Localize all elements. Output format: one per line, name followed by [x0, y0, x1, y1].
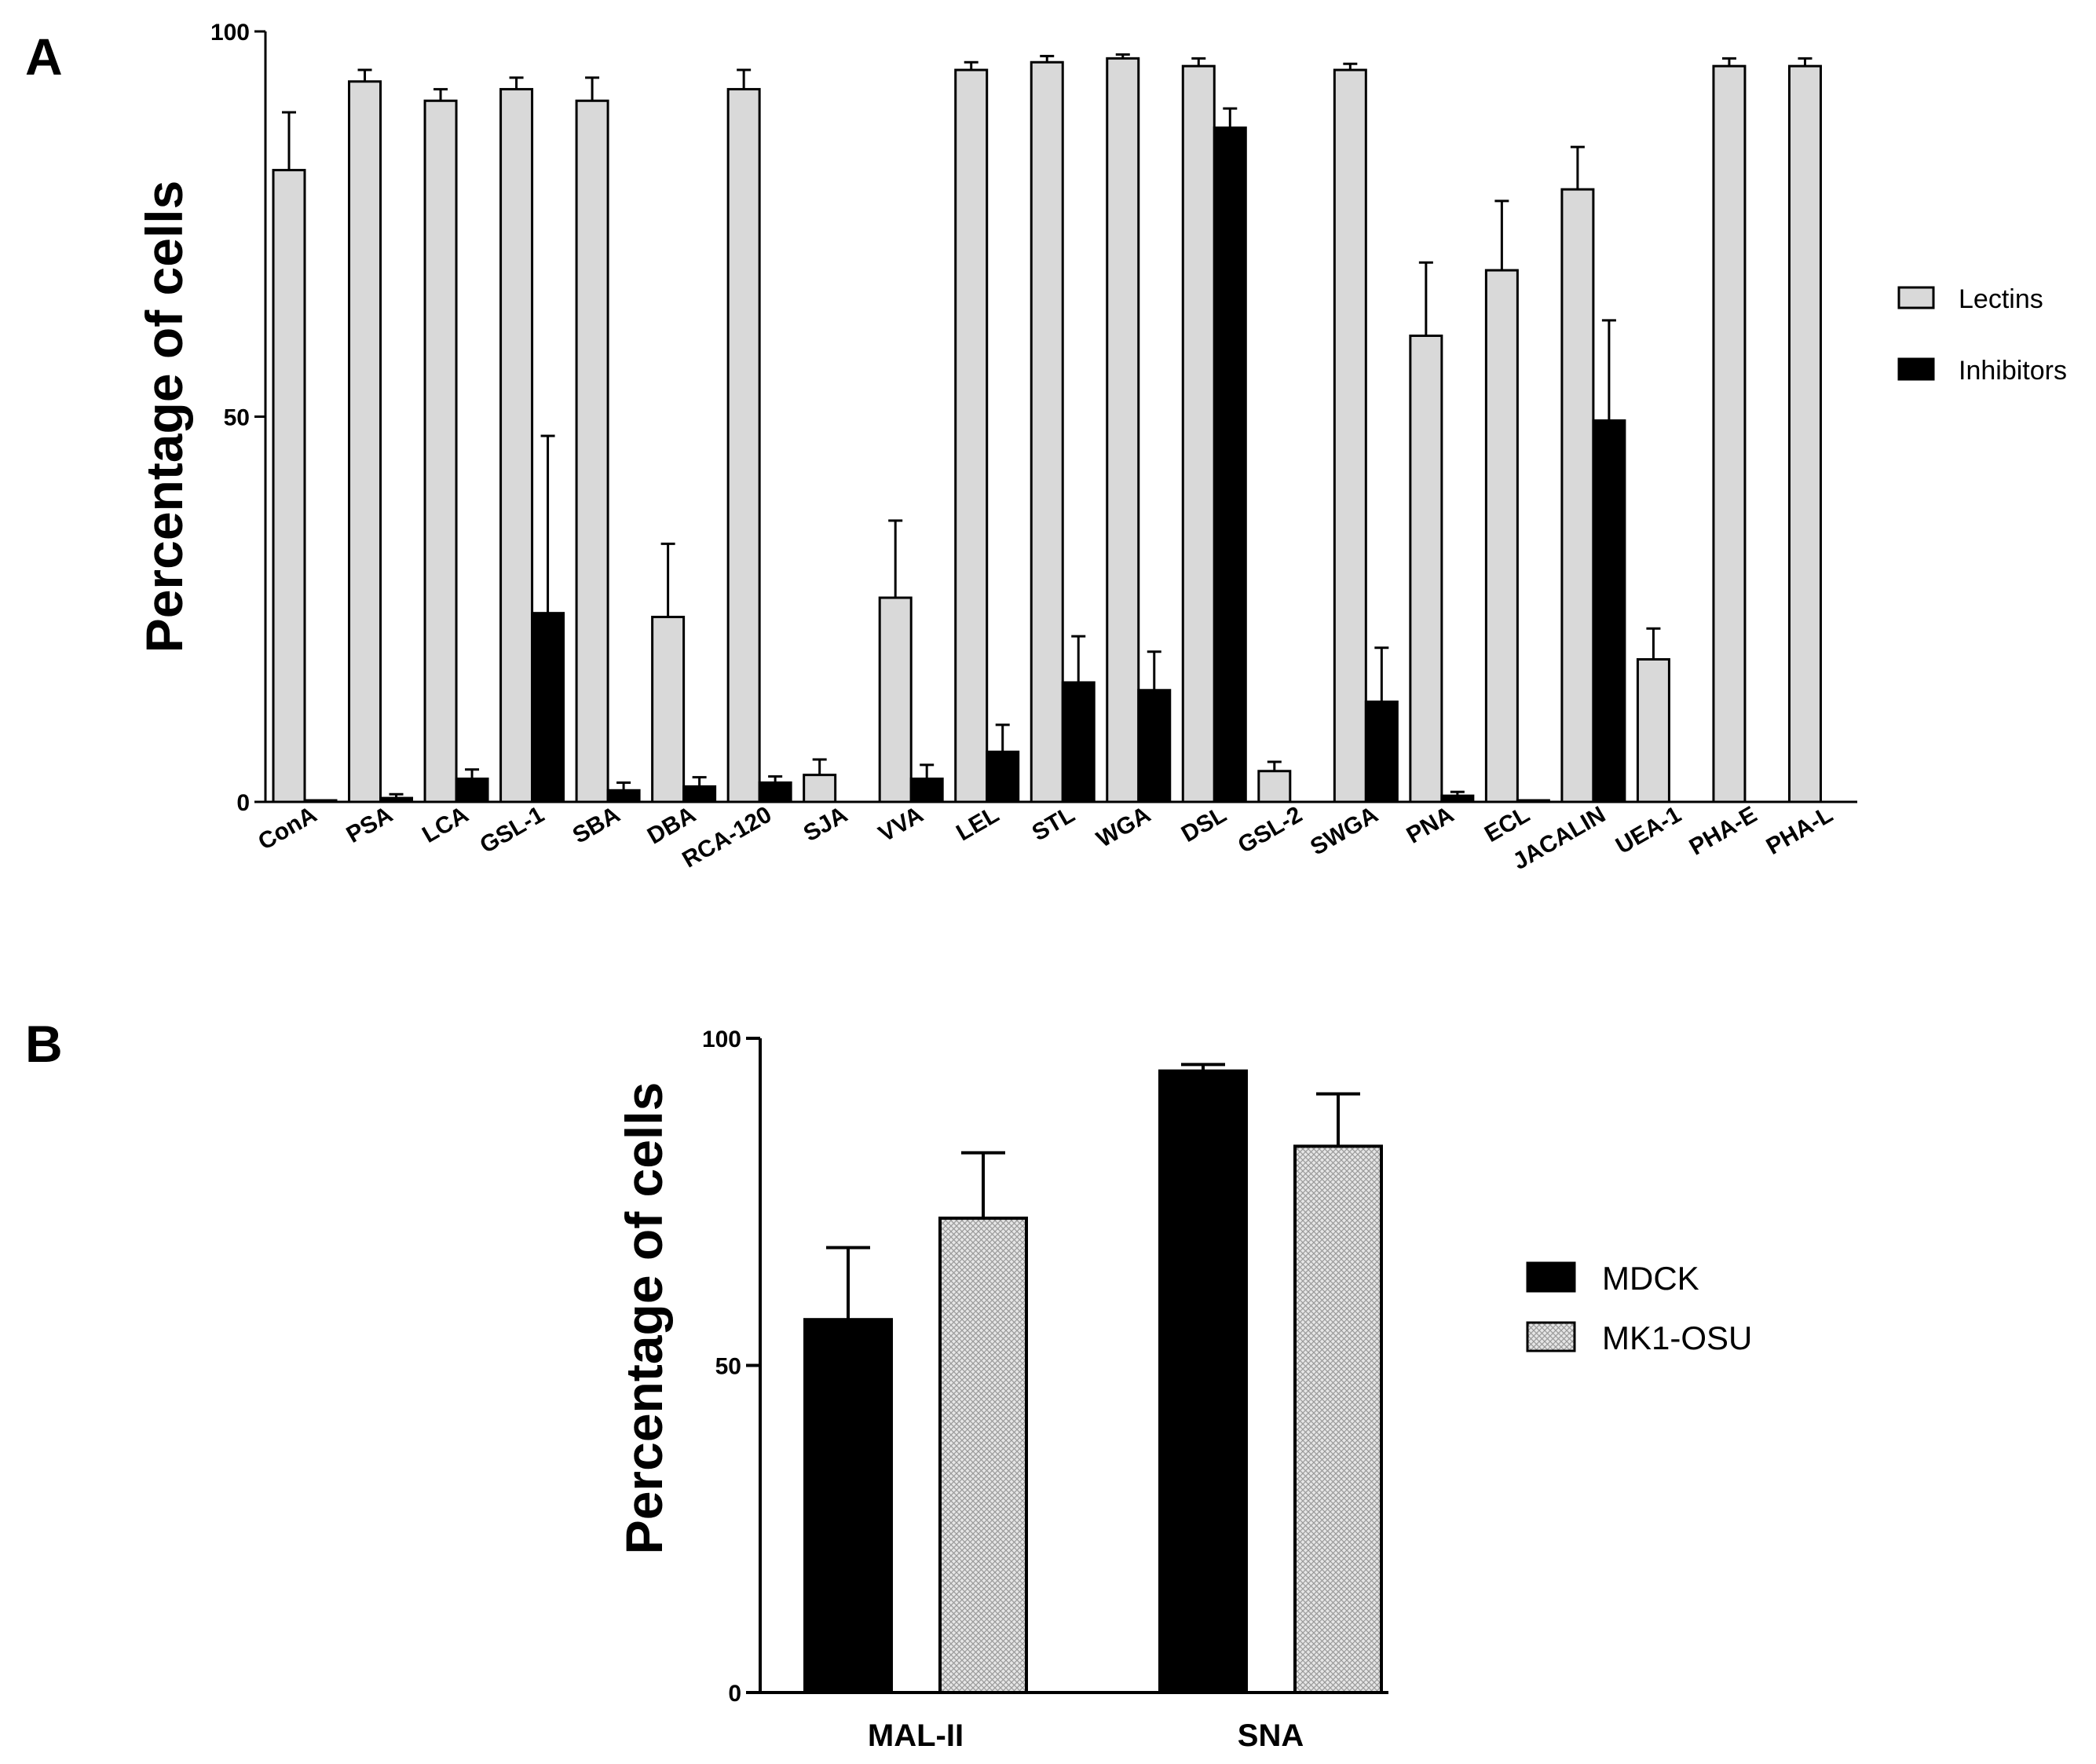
bar-lectins-sba	[575, 99, 609, 803]
bar-lectins-sja	[803, 774, 837, 803]
x-tick-label-gsl-2: GSL-2	[1234, 801, 1307, 858]
x-tick-label-ecl: ECL	[1480, 801, 1534, 847]
legend-swatch-inhibitors	[1897, 357, 1935, 381]
x-tick-label-wga: WGA	[1092, 801, 1155, 852]
bar-mk1-osu-sna	[1293, 1144, 1383, 1694]
bar-inhibitors-cona	[303, 799, 338, 803]
bar-lectins-lel	[954, 68, 989, 803]
y-tick-label-a: 100	[210, 20, 250, 46]
bar-inhibitors-stl	[1061, 681, 1096, 803]
x-tick-label-cona: ConA	[254, 801, 321, 855]
x-tick-label-psa: PSA	[342, 801, 397, 847]
y-tick-label-b: 0	[728, 1681, 741, 1707]
bar-lectins-pha-e	[1712, 64, 1747, 803]
bar-mdck-sna	[1158, 1069, 1248, 1694]
bar-lectins-pha-l	[1787, 64, 1822, 803]
bar-lectins-dba	[651, 616, 686, 803]
x-tick-label-stl: STL	[1028, 801, 1080, 846]
bar-mdck-mal-ii	[803, 1318, 893, 1694]
bar-inhibitors-dba	[682, 785, 717, 803]
bar-lectins-cona	[272, 169, 306, 803]
bar-inhibitors-lca	[455, 778, 489, 803]
chart-b: 0 50 100 Percentage of cells MAL-II SNA MDCK MK…	[615, 1027, 1752, 1753]
bar-inhibitors-gsl-1	[531, 612, 565, 803]
bar-inhibitors-swga	[1364, 700, 1399, 803]
x-tick-label-sja: SJA	[799, 801, 852, 847]
x-tick-label-pha-l: PHA-L	[1762, 801, 1838, 859]
bar-lectins-swga	[1333, 68, 1367, 803]
x-tick-label-vva: VVA	[874, 801, 927, 847]
y-axis-title-b: Percentage of cells	[615, 1082, 673, 1555]
bar-inhibitors-psa	[379, 796, 414, 803]
legend-label-lectins: Lectins	[1959, 284, 2043, 314]
bar-lectins-ecl	[1484, 269, 1519, 803]
x-tick-label-sba: SBA	[569, 801, 624, 848]
x-tick-label-uea-1: UEA-1	[1611, 801, 1685, 859]
x-tick-label-mal-ii: MAL-II	[868, 1718, 964, 1753]
y-tick-label-a: 0	[236, 790, 250, 816]
bar-lectins-vva	[878, 596, 913, 803]
x-tick-label-dsl: DSL	[1177, 801, 1231, 847]
bar-inhibitors-sba	[606, 789, 641, 803]
legend-swatch-mdck	[1526, 1261, 1576, 1293]
bar-lectins-uea-1	[1636, 658, 1670, 803]
legend-swatch-mk1-osu	[1526, 1321, 1576, 1352]
x-tick-label-lel: LEL	[952, 801, 1004, 846]
bar-lectins-pna	[1409, 334, 1443, 803]
bar-lectins-lca	[423, 99, 458, 803]
x-tick-label-pha-e: PHA-E	[1685, 801, 1761, 860]
bar-inhibitors-dsl	[1213, 126, 1247, 803]
x-tick-label-sna: SNA	[1238, 1718, 1304, 1753]
panel-label-a: A	[25, 27, 63, 86]
bar-inhibitors-wga	[1137, 689, 1172, 803]
x-tick-label-pna: PNA	[1403, 801, 1458, 848]
bar-mk1-osu-mal-ii	[938, 1217, 1028, 1694]
bar-inhibitors-ecl	[1516, 799, 1550, 803]
bar-lectins-stl	[1030, 60, 1064, 803]
y-axis-title-a: Percentage of cells	[135, 181, 193, 653]
bar-lectins-gsl-2	[1257, 770, 1292, 803]
bar-lectins-jacalin	[1560, 188, 1595, 803]
bar-inhibitors-jacalin	[1592, 419, 1626, 803]
y-tick-label-b: 50	[715, 1354, 741, 1380]
x-tick-label-gsl-1: GSL-1	[476, 801, 549, 858]
bar-inhibitors-lel	[986, 750, 1020, 803]
bar-inhibitors-pna	[1440, 794, 1475, 803]
chart-a: 0 50 100 Percentage of cells ConA PSA LCA GSL-1…	[135, 20, 2067, 875]
bar-lectins-gsl-1	[499, 88, 534, 803]
legend-label-mk1-osu: MK1-OSU	[1602, 1319, 1752, 1356]
legend-label-mdck: MDCK	[1602, 1260, 1699, 1297]
bar-lectins-wga	[1106, 57, 1140, 803]
y-tick-label-a: 50	[224, 405, 250, 431]
y-tick-label-b: 100	[702, 1027, 741, 1052]
bar-lectins-dsl	[1181, 64, 1216, 803]
bar-lectins-psa	[348, 80, 382, 803]
x-tick-label-lca: LCA	[418, 801, 473, 847]
x-tick-label-swga: SWGA	[1306, 801, 1382, 860]
bar-inhibitors-vva	[909, 778, 944, 803]
bar-inhibitors-rca-120	[758, 781, 792, 803]
panel-label-b: B	[25, 1015, 63, 1073]
legend-label-inhibitors: Inhibitors	[1959, 356, 2067, 386]
legend-swatch-lectins	[1897, 286, 1935, 309]
bar-lectins-rca-120	[726, 88, 761, 803]
